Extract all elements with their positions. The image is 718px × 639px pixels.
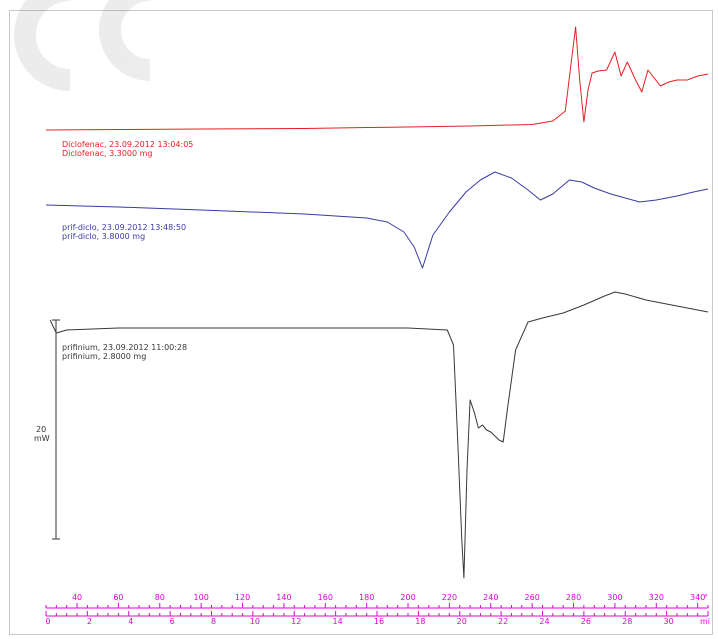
series-label-1-line-2: Diclofenac, 3.3000 mg: [62, 149, 153, 158]
temperature-tick-label: 120: [235, 593, 250, 602]
series-line-prifinium: [49, 291, 709, 579]
temperature-tick-label: 140: [276, 593, 291, 602]
temperature-tick-label: 100: [194, 593, 209, 602]
time-tick-label: 2: [87, 617, 92, 626]
time-tick-label: 16: [374, 617, 384, 626]
time-tick-label: 14: [333, 617, 343, 626]
temperature-tick-label: 180: [359, 593, 374, 602]
scale-bar-unit: mW: [34, 434, 50, 443]
time-tick-label: 28: [622, 617, 632, 626]
temperature-tick-label: 160: [318, 593, 333, 602]
scale-bar-value: 20: [36, 425, 46, 434]
time-unit-label: mi: [700, 617, 710, 626]
time-tick-label: 8: [211, 617, 216, 626]
temperature-tick-label: 280: [566, 593, 581, 602]
series-label-1-line-1: Diclofenac, 23.09.2012 13:04:05: [62, 140, 193, 149]
series-label-3-line-2: prifinium, 2.8000 mg: [62, 352, 146, 361]
time-tick-label: 6: [170, 617, 175, 626]
time-tick-label: 24: [539, 617, 549, 626]
time-tick-label: 18: [415, 617, 425, 626]
temperature-tick-label: 200: [400, 593, 415, 602]
time-tick-label: 4: [128, 617, 133, 626]
temperature-tick-label: 320: [649, 593, 664, 602]
time-tick-label: 0: [45, 617, 50, 626]
series-label-2-line-2: prif-diclo, 3.8000 mg: [62, 232, 145, 241]
time-tick-label: 10: [250, 617, 260, 626]
temperature-unit-label: °: [704, 593, 708, 602]
temperature-tick-label: 300: [607, 593, 622, 602]
temperature-tick-label: 80: [155, 593, 165, 602]
series-line-prif-diclo: [45, 171, 709, 269]
axes: ° mi 40 60 80 100 120 140 160 180 200 220 240 260 28…: [45, 593, 710, 626]
series-label-3-line-1: prifinium, 23.09.2012 11:00:28: [62, 343, 187, 352]
time-tick-label: 20: [457, 617, 467, 626]
temperature-tick-label: 60: [113, 593, 123, 602]
time-tick-label: 12: [291, 617, 301, 626]
series-layer: [45, 26, 709, 579]
watermark-logo: [14, 0, 151, 91]
temperature-tick-label: 340: [690, 593, 705, 602]
plot-frame: [9, 10, 713, 635]
temperature-tick-label: 40: [72, 593, 82, 602]
series-line-diclofenac: [45, 26, 709, 131]
series-label-2-line-1: prif-diclo, 23.09.2012 13:48:50: [62, 223, 186, 232]
series-labels: Diclofenac, 23.09.2012 13:04:05Diclofena…: [62, 140, 193, 361]
scale-bar: 20 mW: [34, 319, 60, 540]
time-tick-label: 26: [581, 617, 591, 626]
time-tick-label: 22: [498, 617, 508, 626]
temperature-tick-label: 220: [442, 593, 457, 602]
temperature-tick-label: 240: [483, 593, 498, 602]
temperature-tick-label: 260: [525, 593, 540, 602]
time-tick-label: 30: [664, 617, 674, 626]
